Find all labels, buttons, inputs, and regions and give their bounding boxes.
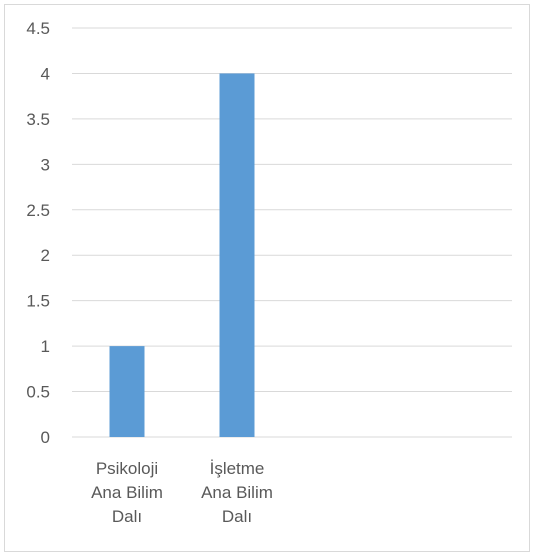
y-tick-label: 1 xyxy=(41,337,50,356)
y-tick-label: 4 xyxy=(41,64,50,83)
x-category-label: İşletme Ana Bilim Dalı xyxy=(201,459,273,526)
y-tick-label: 0 xyxy=(41,428,50,447)
y-tick-label: 2.5 xyxy=(26,201,50,220)
x-category-label: Psikoloji Ana Bilim Dalı xyxy=(91,459,163,526)
y-tick-label: 3 xyxy=(41,155,50,174)
y-tick-label: 0.5 xyxy=(26,383,50,402)
bar xyxy=(219,73,255,437)
y-tick-label: 3.5 xyxy=(26,110,50,129)
bar xyxy=(109,346,145,437)
y-tick-label: 1.5 xyxy=(26,292,50,311)
y-tick-label: 4.5 xyxy=(26,19,50,38)
y-tick-label: 2 xyxy=(41,246,50,265)
chart-frame xyxy=(4,4,530,552)
